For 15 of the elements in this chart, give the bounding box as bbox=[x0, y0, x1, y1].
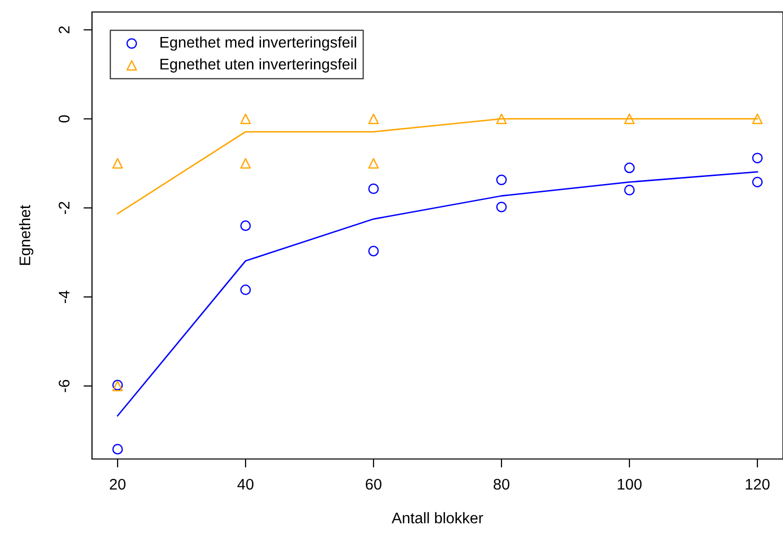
y-tick-label: -6 bbox=[58, 380, 70, 392]
x-tick-label: 120 bbox=[746, 478, 770, 490]
x-tick-label: 100 bbox=[618, 478, 642, 490]
legend-label: Egnethet med inverteringsfeil bbox=[160, 36, 356, 51]
x-tick-label: 20 bbox=[110, 478, 126, 490]
y-axis-title: Egnethet bbox=[19, 205, 34, 265]
x-tick-label: 80 bbox=[494, 478, 510, 490]
y-tick-label: -2 bbox=[58, 202, 70, 214]
y-tick-label: -4 bbox=[58, 290, 70, 304]
y-tick-label: 2 bbox=[58, 26, 70, 34]
legend-label: Egnethet uten inverteringsfeil bbox=[160, 58, 356, 73]
y-tick-label: 0 bbox=[58, 115, 70, 123]
x-axis-title: Antall blokker bbox=[392, 512, 484, 524]
x-tick-label: 40 bbox=[237, 478, 254, 490]
x-tick-label: 60 bbox=[366, 478, 382, 490]
